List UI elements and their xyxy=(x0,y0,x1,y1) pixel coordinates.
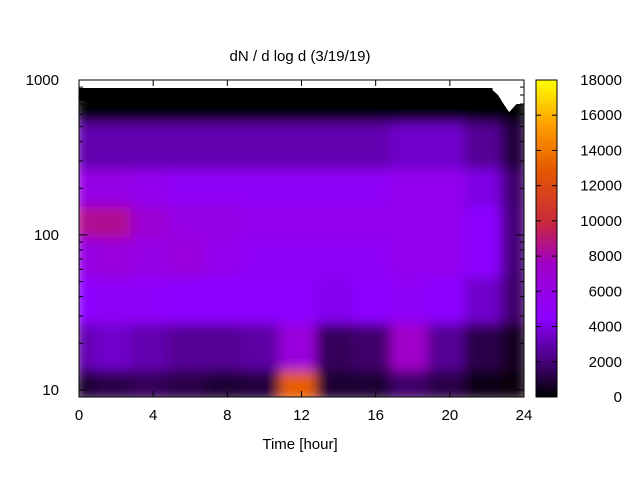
x-axis: 0 4 8 12 16 20 24 xyxy=(75,80,533,424)
colorbar-tick-label: 10000 xyxy=(580,213,622,230)
heatmap-cell xyxy=(501,198,524,238)
x-tick-label: 12 xyxy=(293,407,310,424)
heatmap-area xyxy=(79,80,524,397)
y-tick-label: 100 xyxy=(34,227,59,244)
colorbar-tick-label: 18000 xyxy=(580,72,622,89)
no-data-region xyxy=(492,80,524,113)
colorbar-axis: 18000 16000 14000 12000 10000 8000 6000 4000 200… xyxy=(536,72,622,406)
y-axis: 1000 100 10 xyxy=(26,72,524,399)
colorbar xyxy=(535,79,558,398)
colorbar-tick-label: 14000 xyxy=(580,142,622,159)
x-tick-label: 0 xyxy=(75,407,83,424)
colorbar-tick-label: 2000 xyxy=(589,354,622,371)
colorbar-tick-label: 16000 xyxy=(580,107,622,124)
x-tick-label: 24 xyxy=(516,407,533,424)
heatmap-cell xyxy=(501,315,524,371)
x-tick-label: 16 xyxy=(367,407,384,424)
heatmap-cell xyxy=(501,269,524,324)
heatmap-cell xyxy=(501,229,524,278)
y-tick-label: 1000 xyxy=(26,72,59,89)
chart-title: dN / d log d (3/19/19) xyxy=(230,48,371,65)
colorbar-tick-label: 0 xyxy=(614,389,622,406)
colorbar-tick-label: 6000 xyxy=(589,283,622,300)
x-tick-label: 8 xyxy=(223,407,231,424)
heatmap-cell xyxy=(501,114,524,169)
x-axis-label: Time [hour] xyxy=(262,436,337,453)
x-tick-label: 20 xyxy=(441,407,458,424)
colorbar-tick-label: 12000 xyxy=(580,178,622,195)
x-tick-label: 4 xyxy=(149,407,157,424)
colorbar-tick-label: 8000 xyxy=(589,248,622,265)
heatmap-cell xyxy=(501,160,524,207)
colorbar-tick-label: 4000 xyxy=(589,319,622,336)
y-tick-label: 10 xyxy=(42,382,59,399)
heatmap-cell xyxy=(501,362,524,397)
